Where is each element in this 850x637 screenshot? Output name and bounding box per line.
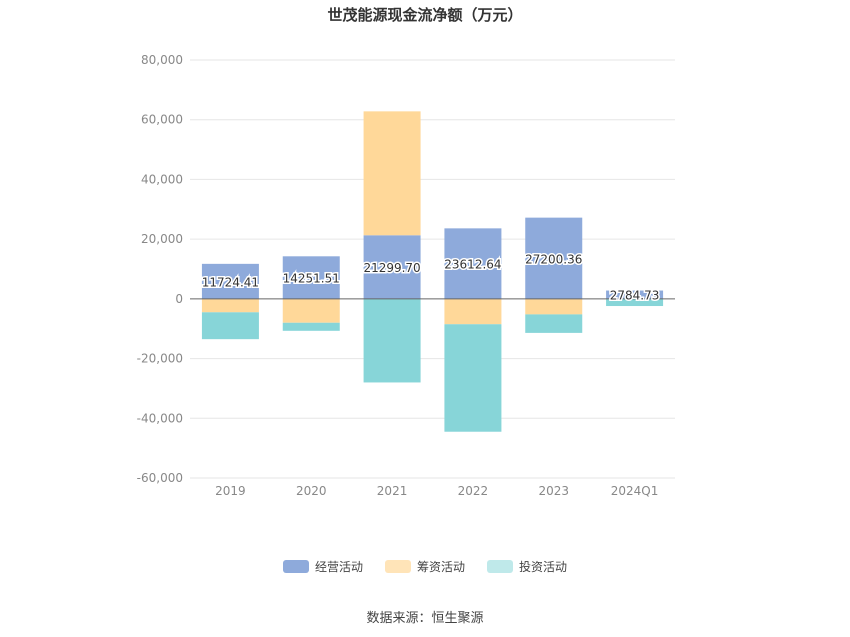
data-label: 14251.51 [283, 272, 340, 286]
legend-swatch-investing [487, 560, 513, 573]
y-tick-label: -40,000 [137, 411, 183, 425]
legend-label-operating: 经营活动 [314, 560, 363, 574]
legend-swatch-operating [282, 560, 309, 573]
data-label: 11724.41 [202, 275, 259, 289]
legend-item-financing[interactable]: 筹资活动 [384, 558, 465, 575]
bar-financing [444, 298, 502, 325]
y-tick-label: 20,000 [141, 232, 183, 246]
data-label: 2784.73 [610, 289, 660, 303]
bar-operating [444, 228, 502, 299]
x-tick-label: 2021 [377, 484, 408, 498]
x-tick-label: 2024Q1 [611, 484, 659, 498]
bar-financing [282, 298, 340, 323]
x-tick-label: 2023 [538, 484, 569, 498]
bar-investing [363, 298, 421, 383]
legend-swatch-financing [384, 560, 411, 573]
bar-financing [201, 298, 259, 313]
bar-operating [525, 217, 583, 299]
data-source-note: 数据来源：恒生聚源 [366, 611, 484, 626]
bar-operating [363, 235, 421, 299]
y-tick-label: 40,000 [141, 172, 183, 186]
chart-legend: 经营活动 筹资活动 投资活动 [0, 558, 850, 575]
x-tick-label: 2019 [215, 484, 246, 498]
bar-financing [363, 111, 421, 236]
data-label: 21299.70 [363, 261, 420, 275]
bar-financing [525, 298, 583, 315]
legend-label-investing: 投资活动 [519, 560, 568, 574]
x-tick-label: 2022 [458, 484, 489, 498]
bar-investing [606, 298, 664, 307]
chart-title: 世茂能源现金流净额（万元） [327, 6, 523, 24]
legend-label-financing: 筹资活动 [416, 560, 465, 574]
y-tick-label: 80,000 [141, 53, 183, 67]
bar-operating [606, 290, 664, 299]
data-label: 23612.64 [444, 258, 501, 272]
x-tick-label: 2020 [296, 484, 327, 498]
bar-investing [444, 324, 502, 432]
bar-investing [201, 312, 259, 340]
bar-investing [525, 314, 583, 333]
data-label: 27200.36 [525, 252, 582, 266]
y-tick-label: 60,000 [141, 113, 183, 127]
bar-investing [282, 322, 340, 331]
bar-operating [201, 263, 259, 299]
legend-item-operating[interactable]: 经营活动 [282, 558, 363, 575]
legend-item-investing[interactable]: 投资活动 [487, 558, 567, 575]
y-tick-label: -20,000 [137, 352, 183, 366]
bar-operating [282, 256, 340, 299]
y-tick-label: 0 [175, 292, 183, 306]
y-tick-label: -60,000 [137, 471, 183, 485]
